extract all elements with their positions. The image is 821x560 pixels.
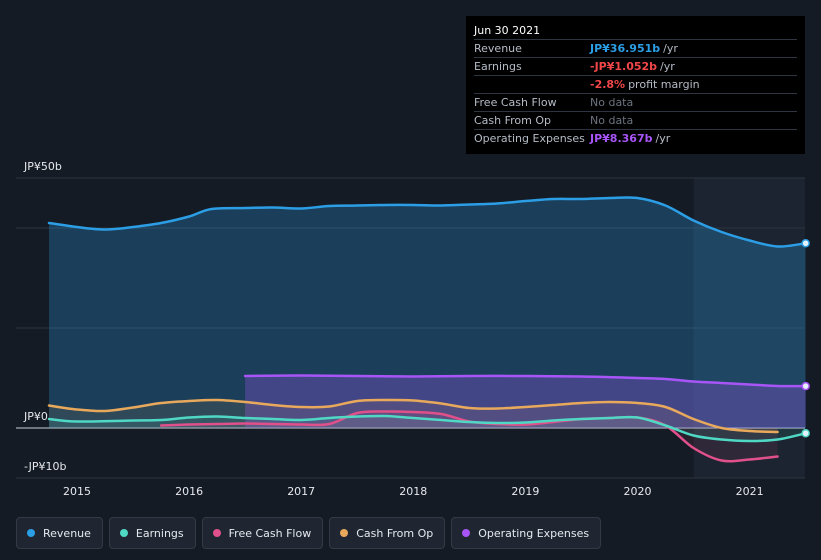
tooltip-rows: Revenue JP¥36.951b/yr Earnings -JP¥1.052b/y… [474, 40, 797, 147]
chart-area: 2015 2016 2017 2018 2019 2020 2021 [16, 177, 810, 498]
legend-dot-icon [340, 529, 349, 537]
x-tick-label: 2015 [63, 485, 91, 498]
series-line-cash-from-op [47, 398, 779, 434]
series-end-marker-operating-expenses [801, 381, 810, 391]
tooltip-row-value: JP¥8.367b [590, 132, 653, 145]
series-line-operating-expenses [243, 374, 807, 388]
legend-item-earnings[interactable]: Earnings [108, 517, 196, 549]
tooltip-row-label [474, 76, 590, 93]
tooltip-row-label: Free Cash Flow [474, 96, 557, 109]
legend-label: Cash From Op [356, 526, 434, 540]
x-tick-label: 2016 [175, 485, 203, 498]
legend-label: Revenue [43, 526, 91, 540]
chart-legend: Revenue Earnings Free Cash Flow Cash From O… [16, 517, 602, 549]
tooltip-row-suffix: /yr [655, 132, 671, 145]
x-tick-label: 2020 [624, 485, 652, 498]
legend-dot-icon [119, 529, 128, 537]
tooltip-row-value: JP¥36.951b [590, 42, 661, 55]
x-tick-label: 2018 [399, 485, 427, 498]
tooltip-row-value: -2.8% [590, 78, 626, 91]
y-axis-zero-label: JP¥0 [24, 410, 48, 423]
tooltip-row: Operating Expenses JP¥8.367b/yr [474, 130, 797, 147]
tooltip-row-value: No data [590, 96, 634, 109]
series-end-marker-earnings [801, 429, 810, 438]
tooltip-row-suffix: /yr [660, 60, 675, 73]
x-tick-label: 2021 [736, 485, 764, 498]
tooltip-row: Revenue JP¥36.951b/yr [474, 40, 797, 58]
tooltip-row-value: -JP¥1.052b [590, 60, 658, 73]
legend-item-cash-from-op[interactable]: Cash From Op [329, 517, 446, 549]
legend-item-operating-expenses[interactable]: Operating Expenses [451, 517, 602, 549]
tooltip-date: Jun 30 2021 [474, 22, 797, 40]
legend-dot-icon [27, 529, 35, 537]
y-axis-bottom-label: -JP¥10b [24, 460, 67, 473]
legend-item-revenue[interactable]: Revenue [16, 517, 103, 549]
tooltip-row: Cash From Op No data [474, 112, 797, 130]
tooltip-row: -2.8% profit margin [474, 76, 797, 94]
series-area-earnings [49, 415, 806, 441]
tooltip-row-value: No data [590, 114, 634, 127]
series-line-earnings [47, 414, 807, 443]
tooltip-row-suffix: /yr [663, 42, 678, 55]
tooltip-row-label: Cash From Op [474, 114, 552, 127]
series-end-marker-revenue [801, 239, 810, 248]
legend-label: Earnings [135, 526, 184, 540]
legend-label: Operating Expenses [478, 526, 590, 540]
series-area-revenue [49, 197, 806, 428]
legend-dot-icon [462, 529, 471, 537]
legend-label: Free Cash Flow [228, 526, 312, 540]
tooltip-row-label: Earnings [474, 60, 522, 73]
legend-dot-icon [212, 529, 221, 537]
tooltip-row: Earnings -JP¥1.052b/yr [474, 58, 797, 76]
series-line-revenue [47, 196, 807, 248]
x-tick-label: 2019 [511, 485, 539, 498]
tooltip-row: Free Cash Flow No data [474, 94, 797, 112]
tooltip-row-label: Revenue [474, 42, 522, 55]
x-tick-label: 2017 [287, 485, 315, 498]
tooltip-panel: Jun 30 2021 Revenue JP¥36.951b/yr Earnings… [466, 16, 805, 154]
y-axis-top-label: JP¥50b [24, 160, 62, 173]
series-area-free-cash-flow [161, 411, 778, 462]
tooltip-row-suffix: profit margin [628, 78, 700, 91]
legend-item-free-cash-flow[interactable]: Free Cash Flow [201, 517, 324, 549]
tooltip-row-label: Operating Expenses [474, 132, 585, 145]
